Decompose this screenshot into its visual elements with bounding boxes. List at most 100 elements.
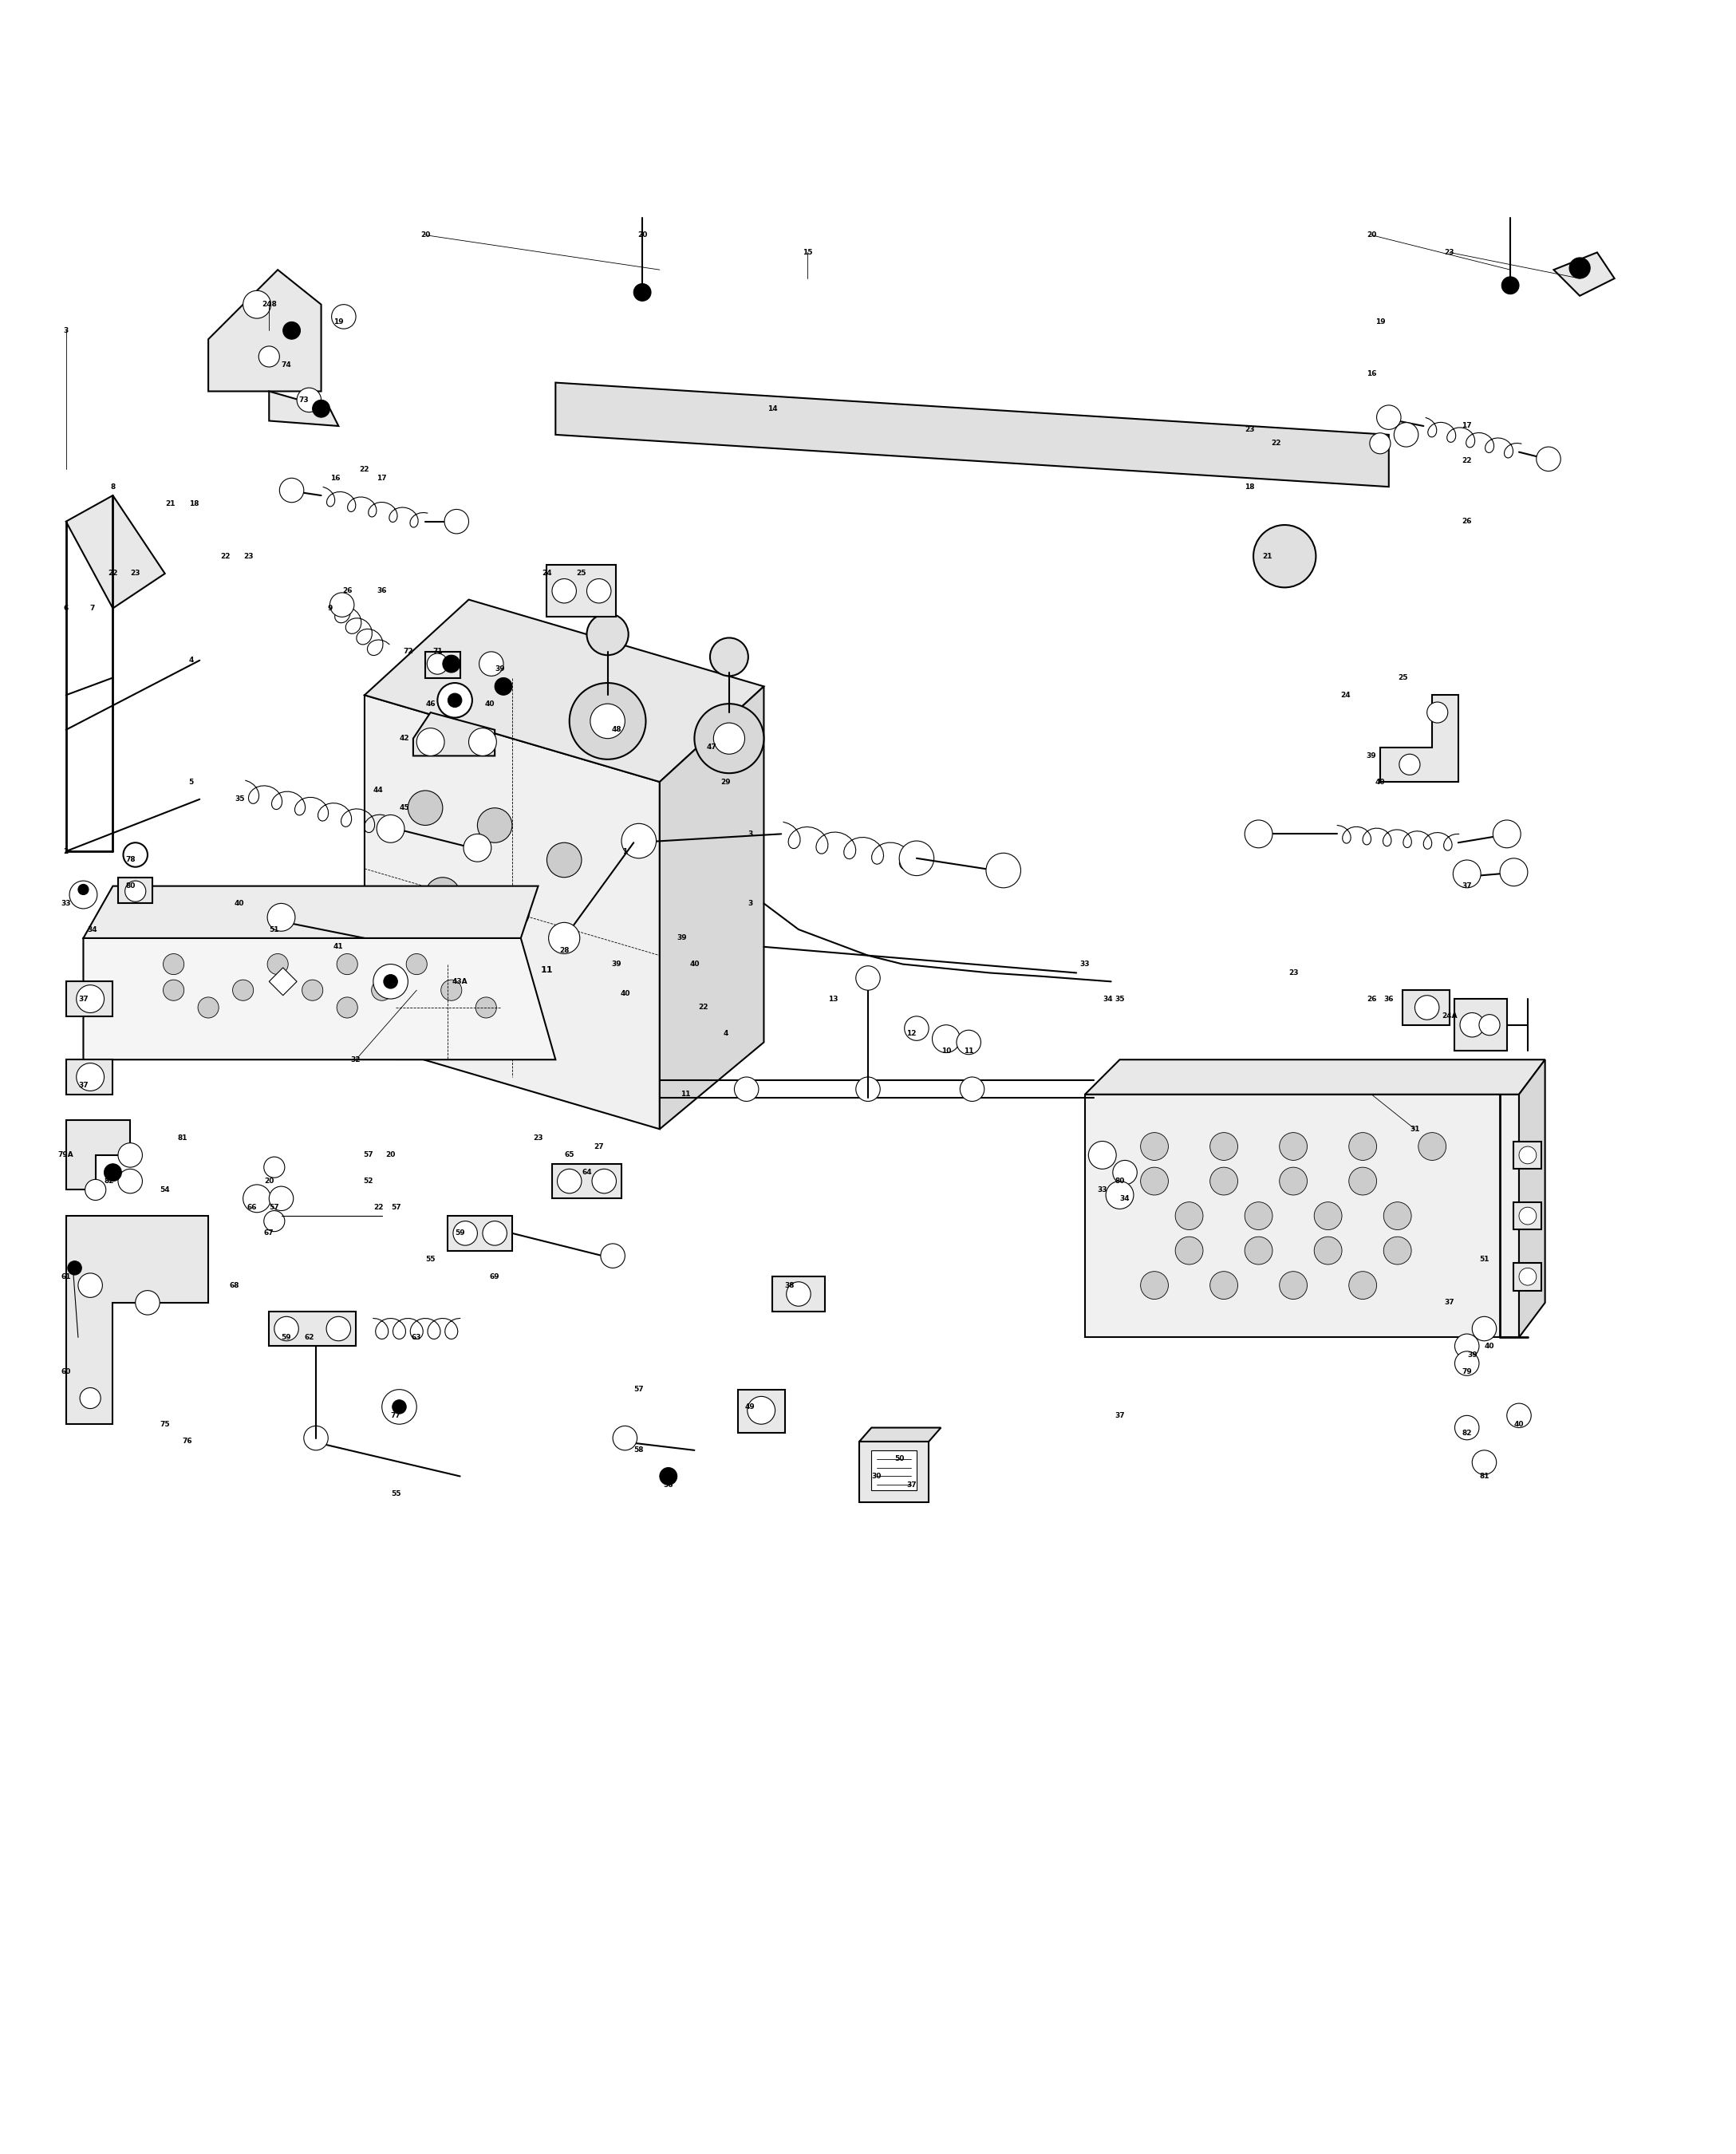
- Polygon shape: [1085, 1060, 1545, 1094]
- Circle shape: [1370, 433, 1391, 454]
- Circle shape: [960, 1077, 984, 1101]
- Text: 67: 67: [264, 1230, 274, 1236]
- Circle shape: [557, 1170, 582, 1193]
- Circle shape: [330, 592, 354, 616]
- Circle shape: [427, 653, 448, 674]
- Text: 22: 22: [359, 465, 370, 474]
- Text: 1: 1: [623, 849, 627, 855]
- Circle shape: [1519, 1269, 1536, 1286]
- Polygon shape: [1403, 991, 1450, 1025]
- Circle shape: [1141, 1271, 1168, 1299]
- Polygon shape: [66, 495, 165, 607]
- Circle shape: [1384, 1202, 1411, 1230]
- Circle shape: [1106, 1180, 1134, 1208]
- Circle shape: [899, 840, 934, 877]
- Text: 22: 22: [373, 1204, 384, 1211]
- Text: 29: 29: [720, 778, 731, 786]
- Polygon shape: [871, 1450, 917, 1491]
- Text: 3: 3: [748, 831, 752, 838]
- Text: 37: 37: [1462, 883, 1472, 890]
- Text: 23: 23: [533, 1135, 543, 1142]
- Text: 37: 37: [78, 1081, 89, 1090]
- Text: 64: 64: [582, 1170, 592, 1176]
- Circle shape: [267, 903, 295, 931]
- Polygon shape: [859, 1441, 929, 1501]
- Circle shape: [384, 974, 398, 989]
- Polygon shape: [413, 713, 495, 756]
- Text: 28: 28: [559, 948, 569, 954]
- Text: 3: 3: [748, 900, 752, 907]
- Text: 8: 8: [111, 482, 115, 491]
- Text: 52: 52: [363, 1178, 373, 1185]
- Text: 14: 14: [767, 405, 778, 411]
- Circle shape: [441, 980, 462, 1002]
- Circle shape: [76, 984, 104, 1012]
- Text: 4: 4: [189, 657, 193, 663]
- Text: 19: 19: [333, 319, 344, 325]
- Polygon shape: [269, 967, 297, 995]
- Circle shape: [1519, 1146, 1536, 1163]
- Circle shape: [746, 1396, 774, 1424]
- Text: 62: 62: [304, 1333, 314, 1342]
- Text: 4: 4: [724, 1030, 727, 1038]
- Circle shape: [68, 1260, 82, 1275]
- Circle shape: [259, 347, 279, 366]
- Polygon shape: [118, 877, 153, 903]
- Text: 56: 56: [663, 1482, 674, 1488]
- Circle shape: [448, 694, 462, 707]
- Text: 44: 44: [373, 786, 384, 795]
- Circle shape: [1210, 1167, 1238, 1195]
- Text: 15: 15: [802, 250, 812, 256]
- Circle shape: [198, 997, 219, 1019]
- Text: 66: 66: [247, 1204, 257, 1211]
- Circle shape: [786, 1282, 811, 1305]
- Text: 24: 24: [542, 571, 552, 577]
- Text: 34: 34: [1120, 1195, 1130, 1202]
- Circle shape: [372, 980, 392, 1002]
- Text: 40: 40: [1514, 1422, 1524, 1428]
- Circle shape: [76, 1064, 104, 1090]
- Text: 76: 76: [182, 1439, 193, 1445]
- Polygon shape: [547, 564, 616, 616]
- Circle shape: [443, 655, 460, 672]
- Circle shape: [547, 842, 582, 877]
- Text: 82: 82: [1462, 1430, 1472, 1437]
- Circle shape: [476, 997, 496, 1019]
- Circle shape: [1279, 1133, 1307, 1161]
- Circle shape: [1427, 702, 1448, 724]
- Text: 11: 11: [540, 967, 554, 974]
- Circle shape: [264, 1157, 285, 1178]
- Text: 41: 41: [333, 943, 344, 950]
- Polygon shape: [773, 1277, 825, 1312]
- Circle shape: [1418, 1133, 1446, 1161]
- Text: 20: 20: [385, 1152, 396, 1159]
- Text: 22: 22: [108, 571, 118, 577]
- Polygon shape: [1455, 999, 1507, 1051]
- Circle shape: [592, 1170, 616, 1193]
- Circle shape: [1472, 1316, 1496, 1342]
- Text: 54: 54: [160, 1187, 170, 1193]
- Text: 55: 55: [391, 1491, 401, 1497]
- Circle shape: [326, 1316, 351, 1342]
- Circle shape: [1141, 1167, 1168, 1195]
- Text: 3: 3: [64, 327, 68, 334]
- Circle shape: [590, 704, 625, 739]
- Circle shape: [1415, 995, 1439, 1019]
- Text: 13: 13: [828, 995, 838, 1002]
- Text: 39: 39: [1366, 752, 1377, 760]
- Polygon shape: [738, 1389, 785, 1432]
- Circle shape: [856, 1077, 880, 1101]
- Circle shape: [1314, 1236, 1342, 1264]
- Text: 39: 39: [1467, 1351, 1477, 1359]
- Circle shape: [1536, 446, 1561, 472]
- Circle shape: [710, 638, 748, 676]
- Polygon shape: [425, 653, 460, 679]
- Circle shape: [469, 728, 496, 756]
- Text: 37: 37: [906, 1482, 917, 1488]
- Circle shape: [1210, 1271, 1238, 1299]
- Text: 82: 82: [104, 1178, 115, 1185]
- Circle shape: [437, 683, 472, 717]
- Text: 16: 16: [1366, 370, 1377, 377]
- Circle shape: [163, 954, 184, 974]
- Circle shape: [621, 823, 656, 857]
